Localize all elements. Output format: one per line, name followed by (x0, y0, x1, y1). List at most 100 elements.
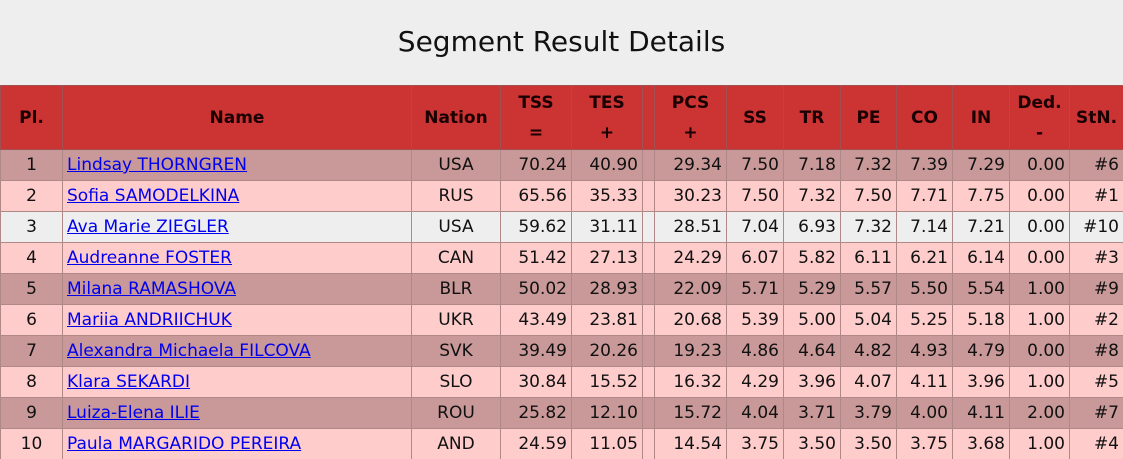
skater-link[interactable]: Sofia SAMODELKINA (67, 186, 240, 206)
cell: 7.32 (783, 180, 841, 212)
skater-link[interactable]: Milana RAMASHOVA (67, 279, 237, 299)
cell: #9 (1069, 273, 1123, 305)
column-header: SS (726, 85, 784, 150)
name-cell: Audreanne FOSTER (62, 242, 412, 274)
cell: 5.00 (783, 304, 841, 336)
cell: 5.71 (726, 273, 784, 305)
result-row: 4 Audreanne FOSTER CAN 51.42 27.13 24.29 6.07 5… (0, 242, 1123, 274)
cell: 4.11 (952, 397, 1010, 429)
cell: 1 (0, 149, 63, 181)
table-body: 1 Lindsay THORNGREN USA 70.24 40.90 29.34 7.50… (0, 149, 1123, 459)
spacer-cell (642, 335, 655, 367)
cell: #2 (1069, 304, 1123, 336)
result-row: 6 Mariia ANDRIICHUK UKR 43.49 23.81 20.68 5.39… (0, 304, 1123, 336)
cell: 0.00 (1009, 242, 1070, 274)
cell: 19.23 (654, 335, 727, 367)
name-cell: Milana RAMASHOVA (62, 273, 412, 305)
cell: 7.71 (896, 180, 953, 212)
name-cell: Paula MARGARIDO PEREIRA (62, 428, 412, 459)
cell: ROU (411, 397, 501, 429)
cell: #1 (1069, 180, 1123, 212)
cell: 7.29 (952, 149, 1010, 181)
cell: AND (411, 428, 501, 459)
result-row: 7 Alexandra Michaela FILCOVA SVK 39.49 20.26… (0, 335, 1123, 367)
header-label: SS (743, 107, 767, 128)
spacer-cell (642, 273, 655, 305)
header-operator: + (683, 122, 698, 143)
cell: 5.04 (840, 304, 897, 336)
column-header: TR (783, 85, 841, 150)
header-row: Pl. Name Nation TSS = TES + PCS + SS TR PE CO IN Ded. -… (0, 85, 1123, 150)
cell: 23.81 (571, 304, 643, 336)
cell: 2.00 (1009, 397, 1070, 429)
skater-link[interactable]: Audreanne FOSTER (67, 248, 232, 268)
cell: 59.62 (500, 211, 572, 243)
cell: 5.82 (783, 242, 841, 274)
spacer-cell (642, 149, 655, 181)
cell: 4.04 (726, 397, 784, 429)
cell: 6.11 (840, 242, 897, 274)
cell: 5 (0, 273, 63, 305)
cell: 3.50 (840, 428, 897, 459)
cell: 7.32 (840, 211, 897, 243)
spacer-header (642, 85, 655, 150)
cell: 4.11 (896, 366, 953, 398)
cell: 3.50 (783, 428, 841, 459)
skater-link[interactable]: Alexandra Michaela FILCOVA (67, 341, 311, 361)
cell: 15.72 (654, 397, 727, 429)
cell: 30.84 (500, 366, 572, 398)
result-row: 3 Ava Marie ZIEGLER USA 59.62 31.11 28.51 7.04… (0, 211, 1123, 243)
skater-link[interactable]: Paula MARGARIDO PEREIRA (67, 434, 302, 454)
skater-link[interactable]: Lindsay THORNGREN (67, 155, 248, 175)
header-operator: - (1035, 122, 1044, 143)
cell: 28.51 (654, 211, 727, 243)
cell: 6 (0, 304, 63, 336)
column-header: PE (840, 85, 897, 150)
cell: 35.33 (571, 180, 643, 212)
cell: 1.00 (1009, 428, 1070, 459)
cell: 7.50 (840, 180, 897, 212)
spacer-cell (642, 366, 655, 398)
column-header: TES + (571, 85, 643, 150)
cell: SVK (411, 335, 501, 367)
cell: 5.54 (952, 273, 1010, 305)
cell: 2 (0, 180, 63, 212)
cell: 4.07 (840, 366, 897, 398)
skater-link[interactable]: Mariia ANDRIICHUK (67, 310, 232, 330)
cell: 7.50 (726, 149, 784, 181)
spacer-cell (642, 428, 655, 459)
cell: 39.49 (500, 335, 572, 367)
cell: #6 (1069, 149, 1123, 181)
cell: 7.75 (952, 180, 1010, 212)
cell: 24.29 (654, 242, 727, 274)
cell: 70.24 (500, 149, 572, 181)
cell: #8 (1069, 335, 1123, 367)
cell: 11.05 (571, 428, 643, 459)
cell: 1.00 (1009, 273, 1070, 305)
cell: 0.00 (1009, 335, 1070, 367)
name-cell: Mariia ANDRIICHUK (62, 304, 412, 336)
cell: 22.09 (654, 273, 727, 305)
cell: 3 (0, 211, 63, 243)
cell: #7 (1069, 397, 1123, 429)
name-cell: Sofia SAMODELKINA (62, 180, 412, 212)
name-cell: Alexandra Michaela FILCOVA (62, 335, 412, 367)
cell: 4.82 (840, 335, 897, 367)
cell: 7.04 (726, 211, 784, 243)
header-label: Nation (424, 107, 488, 128)
cell: 20.26 (571, 335, 643, 367)
column-header: Nation (411, 85, 501, 150)
page-title: Segment Result Details (397, 25, 726, 58)
skater-link[interactable]: Klara SEKARDI (67, 372, 191, 392)
cell: 5.57 (840, 273, 897, 305)
skater-link[interactable]: Ava Marie ZIEGLER (67, 217, 229, 237)
result-row: 5 Milana RAMASHOVA BLR 50.02 28.93 22.09 5.71 5… (0, 273, 1123, 305)
cell: UKR (411, 304, 501, 336)
name-cell: Klara SEKARDI (62, 366, 412, 398)
column-header: IN (952, 85, 1010, 150)
cell: 7 (0, 335, 63, 367)
skater-link[interactable]: Luiza-Elena ILIE (67, 403, 200, 423)
cell: 3.75 (726, 428, 784, 459)
column-header: Name (62, 85, 412, 150)
cell: 5.39 (726, 304, 784, 336)
